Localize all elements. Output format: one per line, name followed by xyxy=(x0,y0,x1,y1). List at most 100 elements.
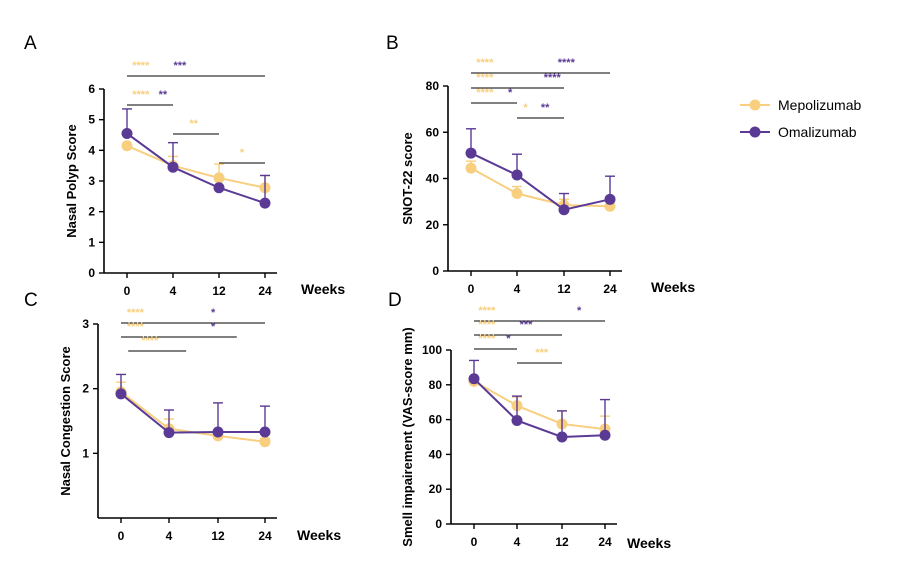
panel-d-x-tick-label: 4 xyxy=(514,535,521,549)
panel-b-omalizumab-point xyxy=(558,204,570,216)
panel-c-omalizumab-point xyxy=(259,426,271,438)
panel-d-y-tick-label: 80 xyxy=(429,378,443,392)
panel-b-x-tick-label: 0 xyxy=(468,282,475,296)
panel-d-x-tick-label: 0 xyxy=(471,535,478,549)
legend: Mepolizumab Omalizumab xyxy=(740,97,861,140)
panel-a-significance-mark: ** xyxy=(189,118,198,130)
panel-b-significance-mark: **** xyxy=(544,72,562,84)
panel-c-omalizumab-line xyxy=(120,393,265,434)
panel-c-omalizumab-point xyxy=(115,388,127,400)
panel-b-omalizumab-point xyxy=(465,147,477,159)
panel-d-omalizumab-point xyxy=(511,414,523,426)
panel-b-significance-mark: * xyxy=(508,87,513,99)
panel-c-y-axis-title: Nasal Congestion Score xyxy=(58,346,73,496)
panel-a-omalizumab-point xyxy=(259,197,271,209)
panel-b-omalizumab-point xyxy=(604,193,616,205)
panel-c-letter: C xyxy=(24,290,38,311)
panel-b-y-tick-label: 40 xyxy=(426,172,440,186)
panel-a-y-tick-label: 4 xyxy=(88,143,95,157)
panel-d-significance-mark: **** xyxy=(478,319,496,331)
panel-b-y-tick-label: 80 xyxy=(426,79,440,93)
panel-b-mepolizumab-point xyxy=(465,162,477,174)
legend-label-omalizumab: Omalizumab xyxy=(778,124,857,140)
panel-a-mepolizumab-point xyxy=(213,172,225,184)
panel-a-y-tick-label: 0 xyxy=(88,266,95,280)
panel-a-significance-mark: *** xyxy=(173,60,187,72)
panel-b-omalizumab-line xyxy=(470,152,611,211)
panel-c-significance-mark: * xyxy=(211,321,216,333)
panel-b-letter: B xyxy=(386,33,399,54)
panel-c-x-tick-label: 24 xyxy=(258,529,272,543)
panel-d-omalizumab-point xyxy=(468,373,480,385)
panel-a-x-axis-title: Weeks xyxy=(301,281,345,297)
panel-c-omalizumab-point xyxy=(212,426,224,438)
panel-c-origin-label: 0 xyxy=(118,529,125,543)
panel-d-significance-mark: *** xyxy=(535,347,549,359)
panel-a-y-tick-label: 5 xyxy=(88,113,95,127)
panel-d-x-tick-label: 12 xyxy=(555,535,569,549)
panel-d-significance-mark: **** xyxy=(478,333,496,345)
panel-b-y-tick-label: 20 xyxy=(426,218,440,232)
panel-b-significance-mark: **** xyxy=(558,57,576,69)
panel-c-mepolizumab-point xyxy=(259,436,271,448)
panel-b-significance-mark: **** xyxy=(476,87,494,99)
legend-item-mepolizumab: Mepolizumab xyxy=(740,97,861,113)
panel-b-y-tick-label: 0 xyxy=(432,264,439,278)
panel-d-letter: D xyxy=(388,290,402,311)
panel-b-significance-mark: ** xyxy=(541,102,550,114)
panel-c-significance-mark: * xyxy=(211,307,216,319)
legend-label-mepolizumab: Mepolizumab xyxy=(778,97,861,113)
panel-c-y-tick-label: 3 xyxy=(82,317,89,331)
panel-a-omalizumab-line xyxy=(126,132,266,205)
panel-a-x-tick-label: 12 xyxy=(212,284,226,298)
panel-d-significance-mark: * xyxy=(506,333,511,345)
panel-d-chart: D 0 20 40 60 80 100 0 4 12 24 Smell impairement (VA… xyxy=(388,290,671,551)
panel-d-significance-mark: **** xyxy=(478,305,496,317)
panel-a-significance-mark: **** xyxy=(132,60,150,72)
legend-marker-omalizumab xyxy=(749,126,761,138)
panel-b-y-axis-title: SNOT-22 score xyxy=(400,132,415,225)
panel-c-significance-mark: **** xyxy=(127,307,145,319)
panel-d-x-tick-label: 24 xyxy=(598,535,612,549)
panel-b-significance-mark: **** xyxy=(476,72,494,84)
panel-d-x-axis-title: Weeks xyxy=(627,535,671,551)
panel-d-omalizumab-point xyxy=(599,429,611,441)
panel-a-mepolizumab-point xyxy=(121,140,133,152)
panel-d-y-tick-label: 20 xyxy=(429,482,443,496)
panel-d-y-tick-label: 100 xyxy=(422,343,442,357)
panel-c-significance-mark: **** xyxy=(141,335,159,347)
panel-b-x-tick-label: 12 xyxy=(557,282,571,296)
panel-c-y-tick-label: 2 xyxy=(82,382,89,396)
panel-a-omalizumab-point xyxy=(213,182,225,194)
panel-c-omalizumab-point xyxy=(163,427,175,439)
legend-item-omalizumab: Omalizumab xyxy=(740,124,857,140)
panel-b-y-tick-label: 60 xyxy=(426,125,440,139)
panel-a-significance-mark: **** xyxy=(132,89,150,101)
panel-a-significance-mark: ** xyxy=(159,89,168,101)
panel-b-mepolizumab-line xyxy=(470,167,611,208)
panel-c-mepolizumab-line xyxy=(120,391,266,443)
panel-b-mepolizumab-point xyxy=(511,188,523,200)
panel-a-y-axis-title: Nasal Polyp Score xyxy=(64,124,79,237)
panel-c-x-tick-label: 4 xyxy=(166,529,173,543)
panel-d-omalizumab-point xyxy=(556,431,568,443)
panel-a-x-tick-label: 0 xyxy=(124,284,131,298)
panel-a-y-tick-label: 3 xyxy=(88,174,95,188)
panel-a-y-tick-label: 1 xyxy=(88,235,95,249)
panel-c-x-tick-label: 12 xyxy=(211,529,225,543)
panel-a-omalizumab-point xyxy=(121,127,133,139)
legend-marker-mepolizumab xyxy=(749,99,761,111)
panel-b-x-tick-label: 24 xyxy=(603,282,617,296)
panel-a-x-tick-label: 4 xyxy=(170,284,177,298)
panel-b-x-tick-label: 4 xyxy=(514,282,521,296)
panel-d-omalizumab-line xyxy=(473,377,606,439)
panel-d-significance-mark: * xyxy=(577,305,582,317)
panel-a-mepolizumab-line xyxy=(126,144,266,189)
panel-d-y-axis-title: Smell impairement (VAS-score mm) xyxy=(400,327,415,546)
panel-a-y-tick-label: 2 xyxy=(88,205,95,219)
panel-a-letter: A xyxy=(24,33,37,54)
panel-b-x-axis-title: Weeks xyxy=(651,279,695,295)
